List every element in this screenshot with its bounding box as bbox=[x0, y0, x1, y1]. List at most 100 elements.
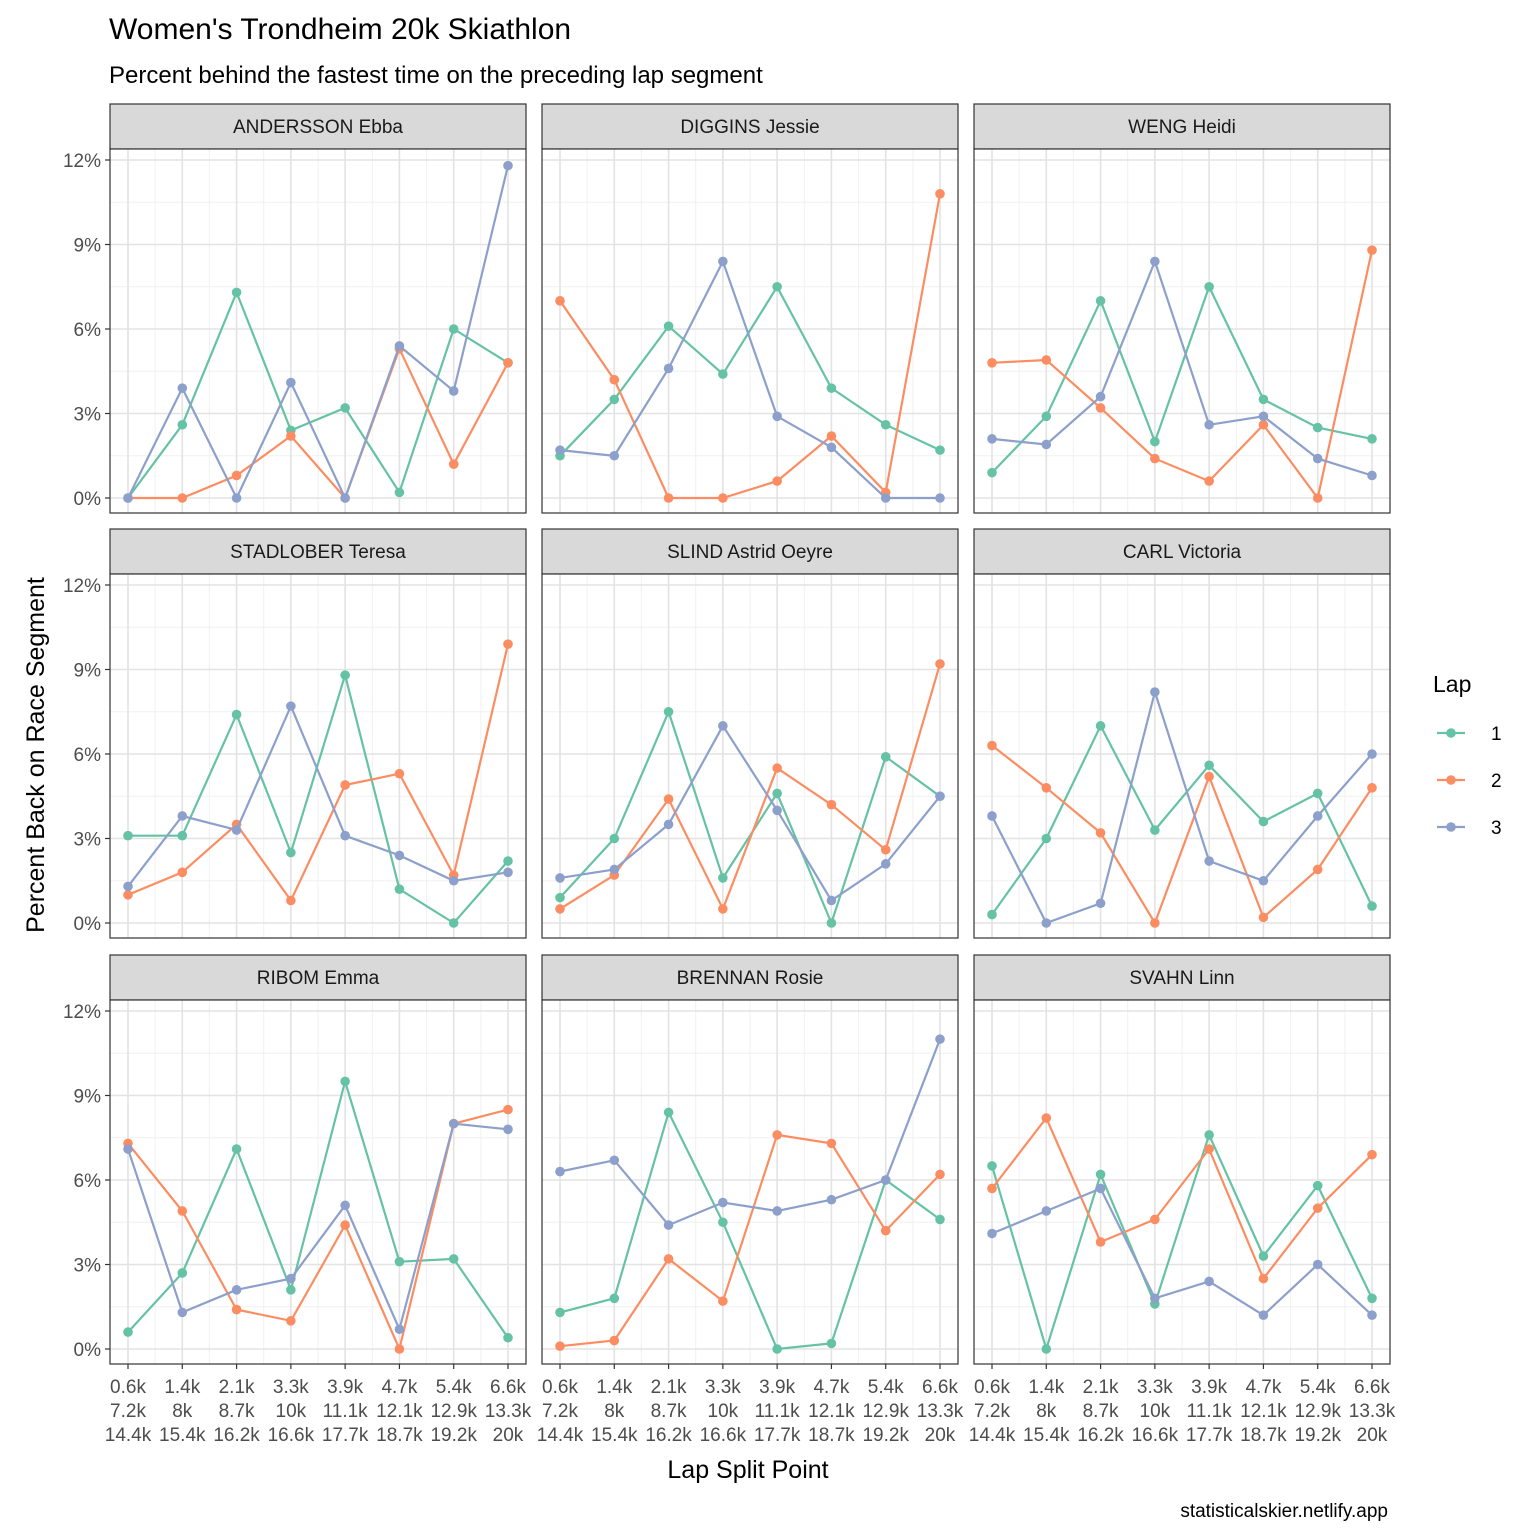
series-line-lap-1 bbox=[991, 283, 1373, 474]
data-point-lap-1 bbox=[880, 419, 891, 430]
data-point-lap-2 bbox=[1041, 1113, 1052, 1123]
x-tick-label: 5.4k 12.9k 19.2k bbox=[1294, 1377, 1341, 1446]
data-point-lap-1 bbox=[394, 1256, 405, 1267]
data-point-lap-1 bbox=[1041, 1344, 1052, 1354]
data-point-lap-2 bbox=[177, 867, 188, 878]
data-point-lap-2 bbox=[1095, 1237, 1106, 1247]
y-tick-label: 6% bbox=[74, 745, 102, 766]
series-line-lap-3 bbox=[559, 258, 940, 500]
data-point-lap-3 bbox=[123, 493, 133, 503]
data-point-lap-3 bbox=[123, 1144, 133, 1154]
data-point-lap-3 bbox=[826, 442, 837, 453]
data-point-lap-3 bbox=[935, 1034, 945, 1044]
data-point-lap-2 bbox=[555, 1341, 565, 1351]
series-line-lap-3 bbox=[559, 723, 941, 903]
data-point-lap-1 bbox=[1312, 788, 1323, 799]
data-point-lap-2 bbox=[1258, 912, 1269, 923]
data-point-lap-1 bbox=[1204, 760, 1214, 771]
data-point-lap-3 bbox=[609, 1155, 620, 1166]
data-point-lap-1 bbox=[987, 909, 997, 920]
y-tick-label: 3% bbox=[74, 830, 102, 851]
data-point-lap-2 bbox=[286, 431, 296, 441]
data-point-lap-3 bbox=[1258, 1310, 1269, 1320]
facet-strip-label: SLIND Astrid Oeyre bbox=[667, 542, 833, 563]
data-point-lap-1 bbox=[609, 394, 620, 405]
data-point-lap-3 bbox=[123, 881, 133, 892]
data-point-lap-2 bbox=[1258, 419, 1269, 430]
data-point-lap-1 bbox=[1150, 825, 1160, 835]
facet-strip bbox=[109, 103, 527, 150]
data-point-lap-2 bbox=[935, 1169, 945, 1180]
data-point-lap-3 bbox=[663, 819, 674, 830]
data-point-lap-3 bbox=[1041, 439, 1052, 450]
data-point-lap-1 bbox=[772, 1344, 782, 1354]
data-point-lap-1 bbox=[1258, 816, 1269, 827]
data-point-lap-2 bbox=[1204, 771, 1214, 782]
series-line-lap-3 bbox=[127, 703, 509, 888]
data-point-lap-2 bbox=[987, 740, 997, 751]
data-point-lap-1 bbox=[935, 445, 945, 455]
data-point-lap-3 bbox=[880, 1175, 891, 1185]
data-point-lap-3 bbox=[177, 1307, 188, 1318]
data-point-lap-2 bbox=[772, 476, 782, 486]
y-tick-label: 9% bbox=[74, 661, 102, 682]
data-point-lap-3 bbox=[663, 363, 674, 374]
data-point-lap-2 bbox=[718, 904, 728, 914]
data-point-lap-1 bbox=[772, 281, 782, 292]
x-tick-label: 1.4k 8k 15.4k bbox=[591, 1377, 638, 1446]
data-point-lap-1 bbox=[718, 1217, 728, 1228]
facet-panel: SLIND Astrid Oeyre bbox=[541, 528, 959, 939]
data-point-lap-1 bbox=[555, 892, 565, 903]
data-point-lap-2 bbox=[394, 1344, 405, 1354]
series-line-lap-1 bbox=[559, 1109, 941, 1351]
data-point-lap-1 bbox=[609, 1293, 620, 1304]
facet-strip-label: DIGGINS Jessie bbox=[680, 117, 819, 138]
data-point-lap-2 bbox=[1150, 918, 1160, 928]
data-point-lap-2 bbox=[1312, 493, 1323, 503]
series-line-lap-1 bbox=[559, 284, 941, 457]
x-tick-label: 2.1k 8.7k 16.2k bbox=[645, 1377, 692, 1446]
panel-border bbox=[109, 148, 527, 514]
x-tick-label: 3.9k 11.1k 17.7k bbox=[1186, 1377, 1233, 1446]
data-point-lap-1 bbox=[1312, 1180, 1323, 1191]
data-point-lap-3 bbox=[1258, 411, 1269, 422]
legend-label-lap-2: 2 bbox=[1491, 771, 1502, 792]
data-point-lap-3 bbox=[609, 864, 620, 875]
data-point-lap-2 bbox=[340, 780, 350, 790]
data-point-lap-1 bbox=[663, 706, 674, 717]
x-tick-label: 3.3k 10k 16.6k bbox=[268, 1377, 315, 1446]
caption: statisticalskier.netlify.app bbox=[1180, 1501, 1388, 1522]
data-point-lap-1 bbox=[555, 1307, 565, 1318]
data-point-lap-2 bbox=[1204, 476, 1214, 486]
facet-strip bbox=[973, 103, 1391, 150]
series-line-lap-3 bbox=[127, 165, 510, 501]
facet-panel: SVAHN Linn 0.6k 7.2k 14.4k1.4k 8k 15.4k2.1k 8.… bbox=[969, 954, 1396, 1446]
x-tick-label: 4.7k 12.1k 18.7k bbox=[376, 1377, 423, 1446]
facet-strip-label: SVAHN Linn bbox=[1129, 968, 1234, 989]
data-point-lap-1 bbox=[826, 918, 837, 928]
facet-strip-label: BRENNAN Rosie bbox=[677, 968, 824, 989]
y-tick-label: 0% bbox=[74, 1340, 102, 1361]
data-point-lap-1 bbox=[772, 788, 782, 799]
data-point-lap-2 bbox=[177, 1206, 188, 1216]
facet-strip bbox=[541, 954, 959, 1001]
series-line-lap-2 bbox=[559, 1133, 941, 1348]
y-axis-title: Percent Back on Race Segment bbox=[22, 577, 50, 933]
y-tick-label: 6% bbox=[74, 1171, 102, 1192]
data-point-lap-3 bbox=[394, 341, 405, 351]
x-tick-label: 2.1k 8.7k 16.2k bbox=[213, 1377, 260, 1446]
data-point-lap-3 bbox=[987, 811, 997, 821]
data-point-lap-1 bbox=[1312, 422, 1323, 433]
data-point-lap-3 bbox=[231, 825, 242, 835]
chart-subtitle: Percent behind the fastest time on the p… bbox=[109, 62, 763, 89]
data-point-lap-2 bbox=[718, 493, 728, 503]
x-tick-label: 3.3k 10k 16.6k bbox=[700, 1377, 747, 1446]
data-point-lap-2 bbox=[503, 1104, 513, 1115]
data-point-lap-3 bbox=[394, 850, 405, 861]
data-point-lap-3 bbox=[935, 791, 945, 802]
chart-title: Women's Trondheim 20k Skiathlon bbox=[109, 13, 571, 46]
data-point-lap-1 bbox=[448, 324, 459, 334]
data-point-lap-1 bbox=[286, 847, 296, 858]
data-point-lap-3 bbox=[1204, 856, 1214, 866]
facet-panel: STADLOBER Teresa 0% 3% 6% 9% 12% bbox=[63, 528, 527, 939]
